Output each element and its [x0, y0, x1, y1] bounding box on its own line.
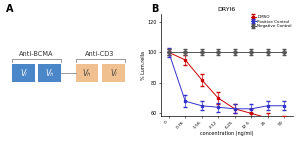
Text: Vₕ: Vₕ — [45, 69, 54, 78]
Text: Anti-CD3: Anti-CD3 — [85, 51, 115, 57]
Bar — [76, 64, 98, 82]
Text: Anti-BCMA: Anti-BCMA — [19, 51, 54, 57]
Text: Vₗ: Vₗ — [20, 69, 26, 78]
Bar — [38, 64, 61, 82]
X-axis label: concentration (ng/ml): concentration (ng/ml) — [200, 131, 253, 136]
Legend: DMSO, Positive Control, Negative Control: DMSO, Positive Control, Negative Control — [251, 15, 292, 28]
Text: Vₕ: Vₕ — [83, 69, 91, 78]
Bar — [12, 64, 34, 82]
Title: DRYl6: DRYl6 — [218, 7, 236, 12]
Y-axis label: % Lum.rella: % Lum.rella — [141, 51, 146, 80]
Text: B: B — [152, 4, 159, 14]
Text: Vₗ: Vₗ — [110, 69, 116, 78]
Bar — [102, 64, 124, 82]
Text: A: A — [6, 4, 14, 14]
